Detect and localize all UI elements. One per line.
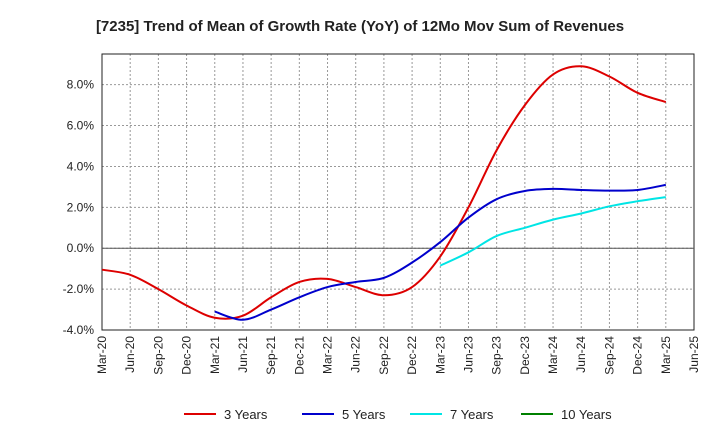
- x-tick-label: Mar-21: [208, 336, 222, 374]
- x-tick-label: Sep-20: [151, 336, 165, 375]
- series-lines: [101, 65, 667, 321]
- x-tick-label: Mar-24: [546, 336, 560, 374]
- x-tick-label: Mar-23: [433, 336, 447, 374]
- series-line-5-years: [214, 183, 666, 321]
- x-tick-label: Jun-22: [349, 336, 363, 373]
- x-tick-label: Jun-24: [574, 336, 588, 373]
- x-tick-label: Dec-20: [180, 336, 194, 375]
- x-tick-label: Jun-21: [236, 336, 250, 373]
- x-tick-label: Sep-21: [264, 336, 278, 375]
- x-tick-label: Sep-24: [602, 336, 616, 375]
- y-tick-label: 6.0%: [67, 119, 95, 133]
- y-tick-label: -2.0%: [63, 282, 95, 296]
- legend-label-5-years: 5 Years: [342, 407, 386, 422]
- x-tick-label: Dec-22: [405, 336, 419, 375]
- x-tick-label: Jun-23: [461, 336, 475, 373]
- x-tick-label: Dec-24: [631, 336, 645, 375]
- legend-label-3-years: 3 Years: [224, 407, 268, 422]
- grid: [101, 54, 695, 331]
- legend: 3 Years 5 Years 7 Years 10 Years: [184, 407, 612, 422]
- y-tick-label: -4.0%: [63, 323, 95, 337]
- x-tick-label: Jun-20: [123, 336, 137, 373]
- x-tick-label: Sep-23: [490, 336, 504, 375]
- y-axis-ticks: -4.0% -2.0% 0.0% 2.0% 4.0% 6.0% 8.0%: [63, 78, 95, 337]
- series-line-3-years: [101, 65, 667, 320]
- chart-title: [7235] Trend of Mean of Growth Rate (YoY…: [96, 18, 624, 35]
- x-axis-ticks: Mar-20 Jun-20 Sep-20 Dec-20 Mar-21 Jun-21 Sep-…: [95, 336, 701, 375]
- x-tick-label: Jun-25: [687, 336, 701, 373]
- x-tick-label: Sep-22: [377, 336, 391, 375]
- y-tick-label: 8.0%: [67, 78, 95, 92]
- series-line-7-years: [439, 196, 666, 267]
- legend-label-10-years: 10 Years: [561, 407, 612, 422]
- y-tick-label: 2.0%: [67, 200, 95, 214]
- plot-frame: [101, 53, 695, 331]
- x-tick-label: Dec-21: [292, 336, 306, 375]
- x-tick-label: Dec-23: [518, 336, 532, 375]
- x-tick-label: Mar-20: [95, 336, 109, 374]
- legend-label-7-years: 7 Years: [450, 407, 494, 422]
- y-tick-label: 0.0%: [67, 241, 95, 255]
- x-tick-label: Mar-22: [321, 336, 335, 374]
- y-tick-label: 4.0%: [67, 159, 95, 173]
- x-tick-label: Mar-25: [659, 336, 673, 374]
